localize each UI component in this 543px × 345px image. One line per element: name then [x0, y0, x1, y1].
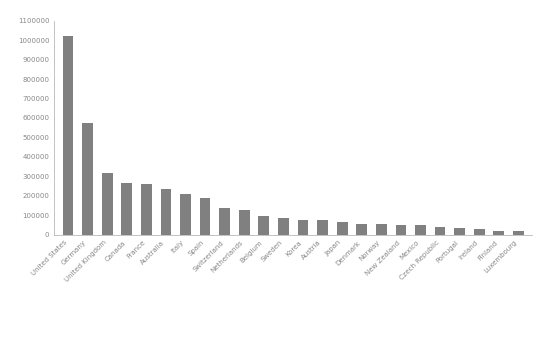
- Bar: [258, 216, 269, 235]
- Bar: [337, 222, 348, 235]
- Bar: [122, 183, 132, 235]
- Bar: [278, 218, 289, 235]
- Bar: [102, 173, 112, 235]
- Bar: [513, 231, 524, 235]
- Bar: [180, 194, 191, 235]
- Bar: [317, 220, 328, 235]
- Bar: [395, 225, 406, 235]
- Bar: [376, 224, 387, 235]
- Bar: [356, 224, 367, 235]
- Bar: [415, 226, 426, 235]
- Bar: [298, 220, 308, 235]
- Bar: [161, 189, 171, 235]
- Bar: [62, 36, 73, 235]
- Bar: [474, 229, 485, 235]
- Bar: [200, 198, 211, 235]
- Bar: [494, 230, 504, 235]
- Bar: [435, 227, 445, 235]
- Bar: [82, 123, 93, 235]
- Bar: [141, 185, 151, 235]
- Bar: [454, 228, 465, 235]
- Bar: [239, 210, 250, 235]
- Bar: [219, 208, 230, 235]
